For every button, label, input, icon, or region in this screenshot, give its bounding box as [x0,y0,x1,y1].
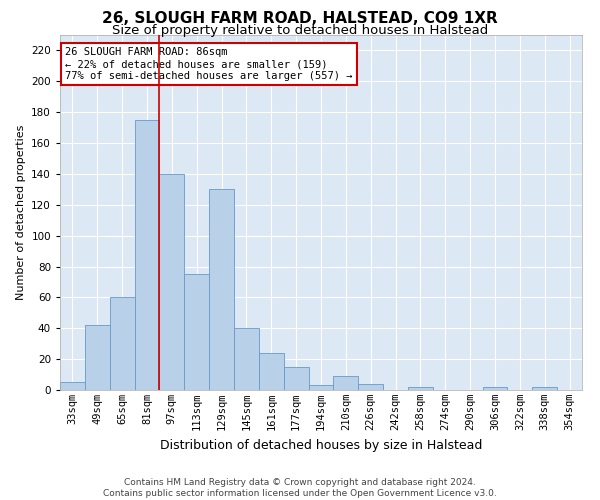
Bar [60,382,85,390]
Bar [358,384,383,390]
Y-axis label: Number of detached properties: Number of detached properties [16,125,26,300]
Bar [209,190,234,390]
Bar [110,298,134,390]
Text: 26 SLOUGH FARM ROAD: 86sqm
← 22% of detached houses are smaller (159)
77% of sem: 26 SLOUGH FARM ROAD: 86sqm ← 22% of deta… [65,48,353,80]
Bar [532,387,557,390]
Bar [408,387,433,390]
X-axis label: Distribution of detached houses by size in Halstead: Distribution of detached houses by size … [160,438,482,452]
Bar [134,120,160,390]
Text: Contains HM Land Registry data © Crown copyright and database right 2024.
Contai: Contains HM Land Registry data © Crown c… [103,478,497,498]
Bar [284,367,308,390]
Bar [482,387,508,390]
Bar [234,328,259,390]
Bar [334,376,358,390]
Bar [85,325,110,390]
Bar [308,386,334,390]
Bar [184,274,209,390]
Bar [160,174,184,390]
Text: 26, SLOUGH FARM ROAD, HALSTEAD, CO9 1XR: 26, SLOUGH FARM ROAD, HALSTEAD, CO9 1XR [102,11,498,26]
Bar [259,353,284,390]
Text: Size of property relative to detached houses in Halstead: Size of property relative to detached ho… [112,24,488,37]
